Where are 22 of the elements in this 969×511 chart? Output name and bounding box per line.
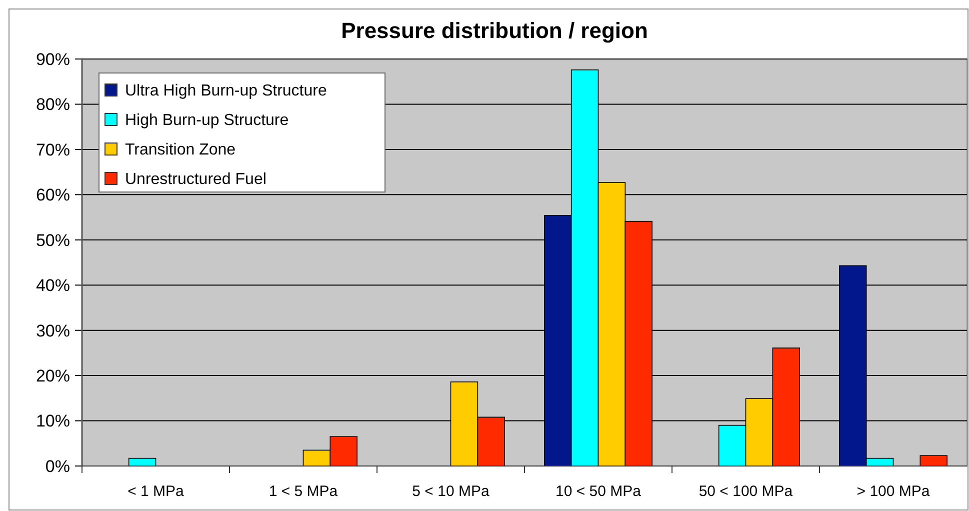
x-tick-label: 5 < 10 MPa [412, 483, 490, 500]
y-tick-label: 0% [45, 456, 70, 476]
x-tick-label: > 100 MPa [856, 483, 930, 500]
y-tick-label: 50% [36, 230, 70, 250]
legend-label: High Burn-up Structure [125, 112, 289, 130]
y-tick-label: 60% [36, 186, 70, 205]
y-tick-label: 70% [36, 140, 70, 160]
x-tick-label: < 1 MPa [128, 483, 185, 500]
legend-label: Transition Zone [125, 142, 236, 159]
y-tick-label: 10% [36, 412, 70, 431]
y-tick-label: 20% [36, 366, 70, 386]
chart-title: Pressure distribution / region [341, 18, 648, 43]
y-tick-label: 90% [36, 50, 70, 69]
y-tick-label: 80% [36, 95, 70, 114]
x-tick-label: 1 < 5 MPa [268, 483, 338, 500]
legend-label: Ultra High Burn-up Structure [125, 82, 327, 100]
x-tick-label: 50 < 100 MPa [698, 483, 794, 500]
y-tick-label: 30% [36, 321, 70, 340]
y-tick-label: 40% [36, 276, 70, 296]
legend-label: Unrestructured Fuel [125, 171, 266, 188]
bar [920, 455, 948, 466]
x-tick-label: 10 < 50 MPa [556, 483, 642, 500]
